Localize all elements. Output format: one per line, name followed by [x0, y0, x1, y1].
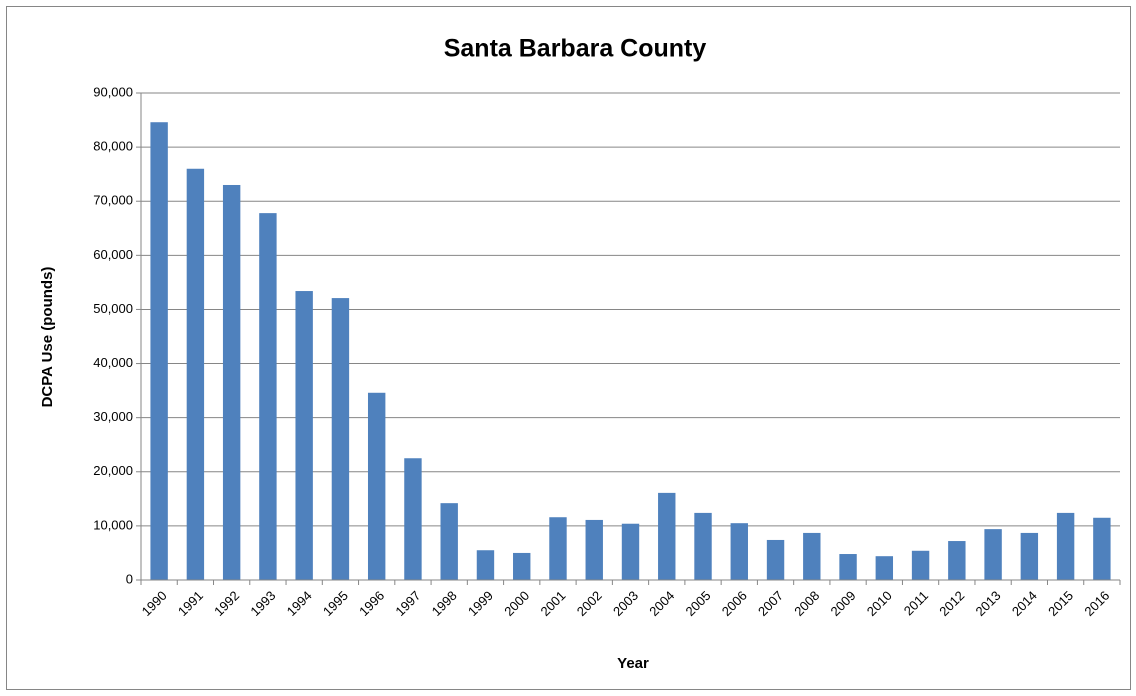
y-tick-label: 10,000: [93, 517, 133, 532]
bar: [331, 298, 350, 580]
bar: [658, 492, 676, 580]
bar: [730, 523, 748, 580]
y-tick-label: 60,000: [93, 247, 133, 262]
bar: [476, 550, 495, 580]
y-tick-label: 30,000: [93, 409, 133, 424]
bar: [839, 554, 857, 580]
bar: [984, 529, 1002, 580]
bar: [259, 213, 277, 581]
bar: [150, 122, 168, 580]
bar: [803, 532, 821, 580]
bar: [875, 556, 894, 580]
bar: [549, 517, 567, 580]
bar: [694, 512, 712, 580]
bar: [911, 550, 930, 580]
bar: [621, 523, 640, 580]
bar: [585, 519, 603, 580]
y-axis-title: DCPA Use (pounds): [39, 267, 56, 408]
y-tick-label: 70,000: [93, 193, 133, 208]
bar: [948, 541, 966, 580]
y-tick-label: 50,000: [93, 301, 133, 316]
chart-title: Santa Barbara County: [444, 35, 707, 63]
bar: [1093, 517, 1111, 580]
bar: [513, 552, 531, 580]
bar: [440, 503, 458, 580]
bar: [404, 458, 422, 580]
bar: [295, 291, 313, 580]
y-tick-label: 20,000: [93, 463, 133, 478]
bar: [1056, 512, 1075, 580]
y-tick-label: 80,000: [93, 139, 133, 154]
bar: [222, 184, 241, 580]
bar: [186, 168, 205, 580]
chart-border: [6, 6, 1131, 690]
bar: [367, 392, 386, 580]
y-tick-label: 0: [126, 571, 133, 586]
bar: [766, 539, 785, 580]
x-axis-title: Year: [617, 655, 649, 672]
y-tick-label: 90,000: [93, 84, 133, 99]
y-tick-label: 40,000: [93, 355, 133, 370]
bar: [1020, 532, 1039, 580]
